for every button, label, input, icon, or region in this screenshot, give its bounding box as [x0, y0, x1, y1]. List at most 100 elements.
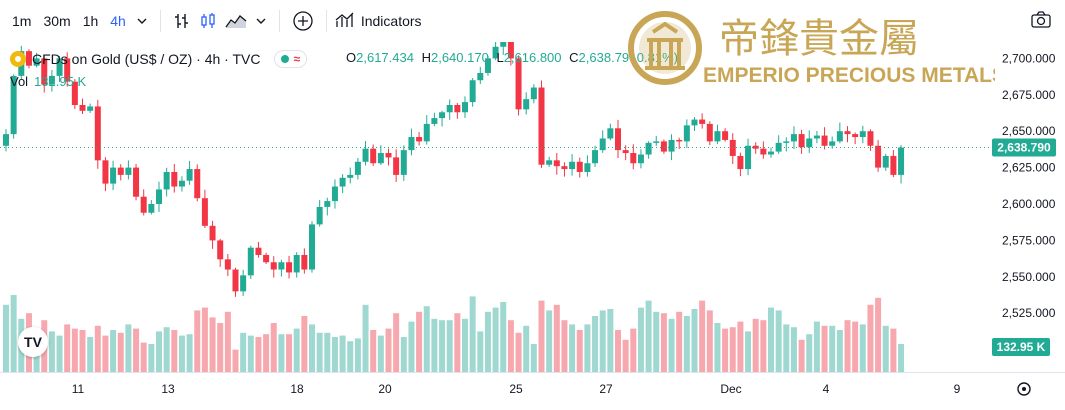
volume-bar	[859, 324, 866, 372]
volume-bar	[622, 339, 629, 372]
price-tick-label: 2,700.000	[1002, 51, 1056, 65]
candle-body	[584, 163, 591, 172]
candle-body	[691, 119, 698, 126]
candle-body	[699, 119, 706, 124]
symbol-title[interactable]: CFDs on Gold (US$ / OZ) · 4h · TVC	[32, 51, 261, 67]
volume-bar	[729, 327, 736, 372]
tradingview-logo[interactable]: TV	[18, 327, 48, 357]
price-tick-label: 2,550.000	[1002, 270, 1056, 284]
add-compare-icon[interactable]	[292, 7, 314, 35]
volume-bar	[714, 323, 721, 372]
volume-bar	[263, 334, 270, 372]
volume-bar	[890, 328, 897, 372]
volume-bar	[3, 304, 9, 372]
low-value: 2,616.800	[503, 50, 562, 65]
candle-body	[79, 104, 86, 111]
candlestick-plot[interactable]	[0, 42, 990, 372]
volume-bar	[768, 307, 774, 372]
candle-body	[813, 135, 820, 139]
time-tick-label: 25	[509, 382, 523, 396]
candle-body	[41, 58, 48, 85]
bar-style-icon[interactable]	[173, 7, 191, 35]
camera-icon[interactable]	[1031, 11, 1051, 32]
candle-body	[882, 155, 889, 168]
candle-body	[653, 141, 660, 143]
candle-body	[806, 138, 813, 148]
candle-body	[293, 254, 300, 273]
time-tick-label: Dec	[720, 382, 741, 396]
candles-icon[interactable]	[199, 7, 217, 35]
volume-bar	[898, 344, 905, 372]
volume-bar	[293, 328, 300, 372]
candle-body	[270, 262, 277, 270]
volume-bar	[171, 330, 178, 372]
volume-bar	[400, 337, 407, 372]
volume-bar	[385, 328, 392, 372]
price-tick-label: 2,575.000	[1002, 233, 1056, 247]
candle-body	[102, 160, 109, 184]
time-tick-label: 18	[290, 382, 304, 396]
time-tick-label: 13	[161, 382, 175, 396]
volume-bar	[270, 323, 277, 372]
area-chart-icon[interactable]	[225, 7, 247, 35]
volume-bar	[584, 324, 591, 372]
open-value: 2,617.434	[356, 50, 414, 65]
candle-body	[339, 177, 346, 187]
timeframe-30m[interactable]: 30m	[43, 13, 71, 29]
market-status-pill[interactable]: ≈	[274, 50, 308, 68]
volume-bar	[569, 324, 576, 372]
close-label: C	[569, 50, 579, 65]
candle-body	[530, 87, 537, 100]
time-axis[interactable]: 11 13 18 20 25 27 Dec 4 9	[0, 372, 1065, 405]
volume-bar	[875, 297, 882, 372]
volume-bar	[156, 331, 162, 372]
volume-bar	[469, 296, 476, 372]
candle-body	[745, 145, 752, 170]
market-open-icon	[281, 55, 290, 63]
candle-body	[347, 174, 354, 178]
candle-body	[898, 147, 905, 175]
timeframe-1m[interactable]: 1m	[12, 13, 32, 29]
timeframe-4h[interactable]: 4h	[110, 13, 126, 29]
settings-gear-icon[interactable]	[1017, 382, 1031, 396]
candle-body	[423, 123, 430, 142]
candle-body	[324, 201, 331, 207]
candle-body	[775, 142, 782, 152]
volume-bar	[523, 325, 530, 372]
candle-body	[163, 171, 170, 190]
price-chart-pane[interactable]	[0, 42, 990, 372]
volume-bar	[423, 306, 430, 372]
indicators-button[interactable]: Indicators	[335, 11, 422, 32]
candle-body	[370, 148, 377, 164]
volume-bar	[140, 342, 147, 372]
candle-body	[316, 206, 323, 225]
candle-body	[110, 167, 117, 184]
volume-bar	[553, 304, 560, 372]
toolbar-divider	[159, 10, 161, 32]
candle-body	[125, 167, 132, 175]
candle-body	[576, 161, 583, 172]
candle-body	[592, 150, 599, 164]
last-volume-label: 132.95 K	[997, 340, 1046, 354]
candle-body	[469, 80, 476, 103]
timeframe-1h[interactable]: 1h	[82, 13, 99, 29]
candle-body	[867, 131, 874, 146]
candle-body	[660, 141, 667, 152]
volume-bar	[331, 337, 338, 372]
symbol-legend[interactable]: CFDs on Gold (US$ / OZ) · 4h · TVC ≈	[10, 50, 308, 68]
price-axis[interactable]: 2,725.0002,700.0002,675.0002,650.0002,62…	[990, 15, 1065, 372]
candle-body	[117, 167, 124, 175]
chevron-down-icon[interactable]	[136, 7, 148, 35]
volume-bar	[576, 330, 583, 372]
volume-bar	[301, 316, 308, 372]
volume-bar	[852, 321, 859, 372]
volume-bar	[232, 349, 239, 372]
volume-bar	[117, 332, 124, 372]
candle-body	[385, 153, 392, 158]
volume-bar	[645, 300, 652, 372]
volume-bar	[240, 332, 247, 372]
candle-body	[768, 151, 774, 155]
candle-body	[278, 262, 285, 270]
chevron-down-icon[interactable]	[255, 7, 267, 35]
volume-bar	[798, 339, 805, 372]
